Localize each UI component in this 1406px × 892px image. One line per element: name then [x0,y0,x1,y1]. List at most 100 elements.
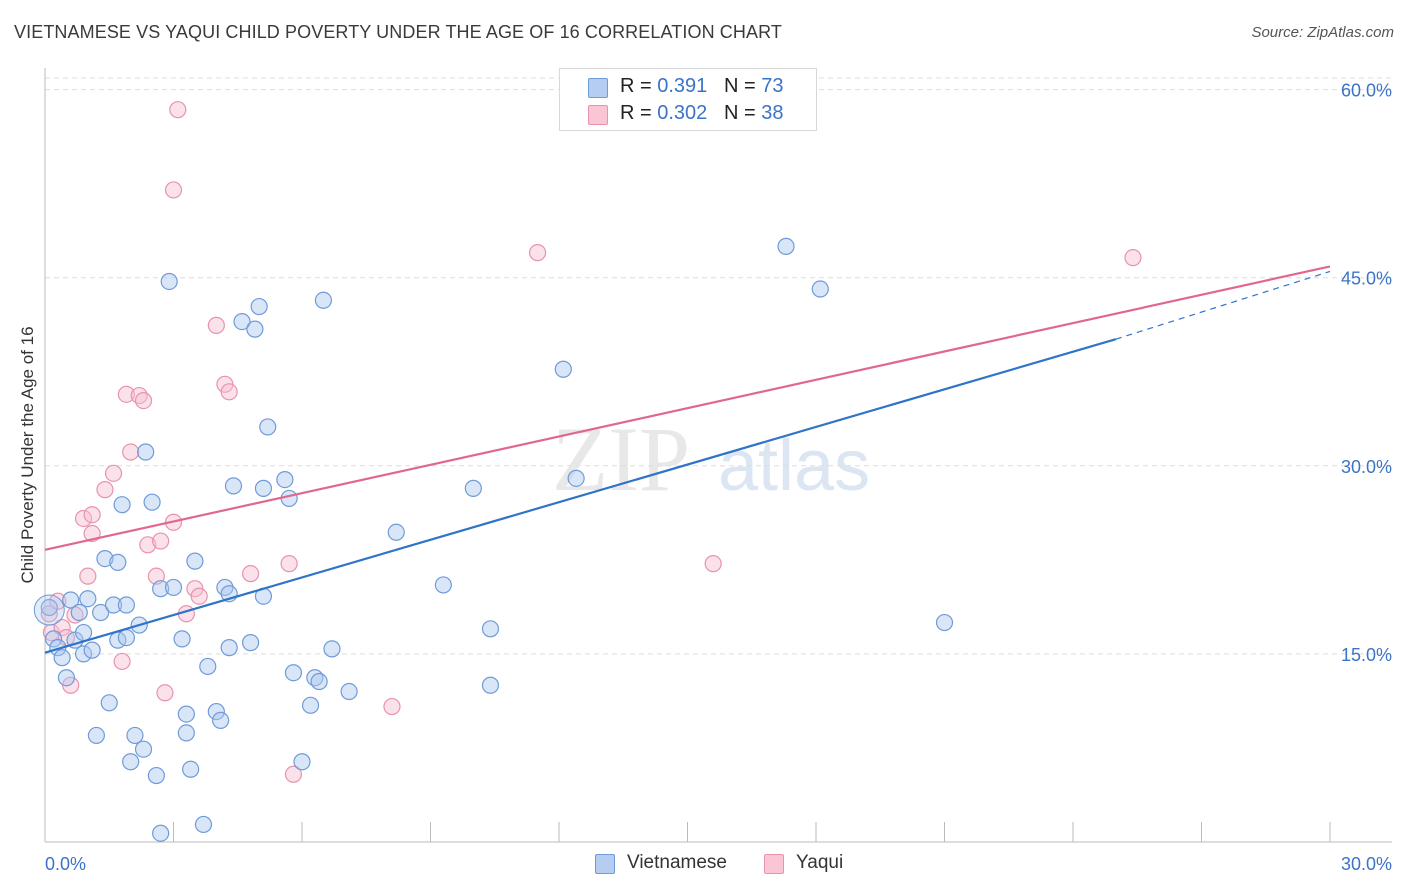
legend-n-label: N = [723,102,762,124]
source-label: Source: ZipAtlas.com [1251,24,1394,41]
yaqui-point [40,605,58,623]
vietnamese-trend-line [44,338,1117,654]
vietnamese-point [481,676,500,694]
y-tick-label: 15.0% [1341,645,1392,665]
vietnamese-point [57,669,76,687]
yaqui-point [164,181,183,199]
vietnamese-point [44,630,63,648]
vietnamese-point [113,496,131,514]
legend-r-value: 0.391 [657,75,708,97]
vietnamese-point [122,753,140,771]
yaqui-point [383,697,401,716]
yaqui-point [152,532,170,550]
watermark-zip: ZIP [552,408,690,510]
yaqui-point [49,592,67,610]
vietnamese-point [96,550,114,568]
vietnamese-point [224,477,243,495]
vietnamese-point [117,629,135,647]
yaqui-point [83,506,101,524]
vietnamese-point [434,576,452,594]
vietnamese-point [811,280,829,298]
vietnamese-point-large [33,594,65,626]
correlation-legend: R = 0.391 N = 73 R = 0.302 N = 38 [559,68,817,131]
yaqui-point [220,383,238,401]
vietnamese-point [233,313,251,331]
vietnamese-point [254,479,273,497]
vietnamese-point [152,824,170,842]
vietnamese-point [212,711,230,729]
vietnamese-point [164,578,183,597]
vietnamese-point [87,726,106,745]
vietnamese-point [53,649,71,667]
legend-swatch-yaqui [588,105,608,125]
vietnamese-point [199,657,217,676]
yaqui-point [190,587,208,605]
bottom-legend-label-vietnamese: Vietnamese [627,852,727,873]
vietnamese-point [207,702,225,721]
vietnamese-point [310,672,328,691]
chart-title: VIETNAMESE VS YAQUI CHILD POVERTY UNDER … [14,22,782,42]
tick-labels: 15.0% 30.0% 45.0% 60.0% 0.0% 30.0% [45,81,1392,874]
vietnamese-point [137,443,155,461]
trend-lines [44,265,1331,654]
y-tick-label: 45.0% [1341,269,1392,289]
vietnamese-point [464,479,482,497]
vietnamese-point [935,613,954,632]
y-tick-label: 30.0% [1341,457,1392,477]
vietnamese-point [301,696,320,714]
vietnamese-points [33,237,954,842]
legend-r-label: R = [620,75,658,97]
bottom-legend-label-yaqui: Yaqui [796,852,844,873]
legend-r-value: 0.302 [657,102,708,124]
vietnamese-point [387,523,405,541]
legend-swatch-vietnamese [588,78,608,98]
yaqui-trend-line [44,265,1331,551]
axes [44,68,1392,843]
yaqui-point [704,555,722,573]
vietnamese-point [109,553,127,571]
legend-n-value: 73 [761,75,784,97]
yaqui-point [113,652,131,671]
vietnamese-point [147,766,165,785]
yaqui-point [139,536,157,554]
yaqui-point [117,385,135,403]
vietnamese-point [177,705,195,723]
vietnamese-point [100,694,118,712]
vietnamese-point [104,596,123,614]
vietnamese-point [246,320,264,338]
y-axis-label: Child Poverty Under the Age of 16 [18,326,37,584]
yaqui-point [122,443,140,461]
vietnamese-point [220,639,238,657]
vietnamese-point [182,760,200,778]
vietnamese-point [250,297,268,316]
legend-text-yaqui: R = 0.302 N = 38 [620,102,783,125]
vietnamese-point [160,272,178,291]
yaqui-point [104,464,123,482]
yaqui-points [40,101,1142,783]
vietnamese-point [70,603,88,622]
vietnamese-point [152,580,170,598]
yaqui-point [280,555,298,573]
yaqui-point [242,565,260,583]
watermark: ZIP atlas [552,408,870,510]
vietnamese-point [186,552,204,570]
vietnamese-point [567,469,585,487]
yaqui-point [528,244,547,262]
vietnamese-point [62,591,80,609]
yaqui-point [169,101,187,119]
yaqui-point [156,684,174,702]
legend-r-label: R = [620,102,658,124]
vietnamese-point [143,493,161,511]
vietnamese-point [777,237,795,255]
yaqui-point [284,765,303,783]
vietnamese-point [74,623,93,642]
vietnamese-point [314,291,333,309]
legend-n-value: 38 [761,102,784,124]
vietnamese-point [340,682,358,701]
vietnamese-point [276,471,294,489]
vietnamese-point [177,724,195,742]
vietnamese-point [293,753,311,771]
yaqui-point [134,392,153,410]
vietnamese-point [173,630,191,648]
x-tick-label: 0.0% [45,854,86,874]
